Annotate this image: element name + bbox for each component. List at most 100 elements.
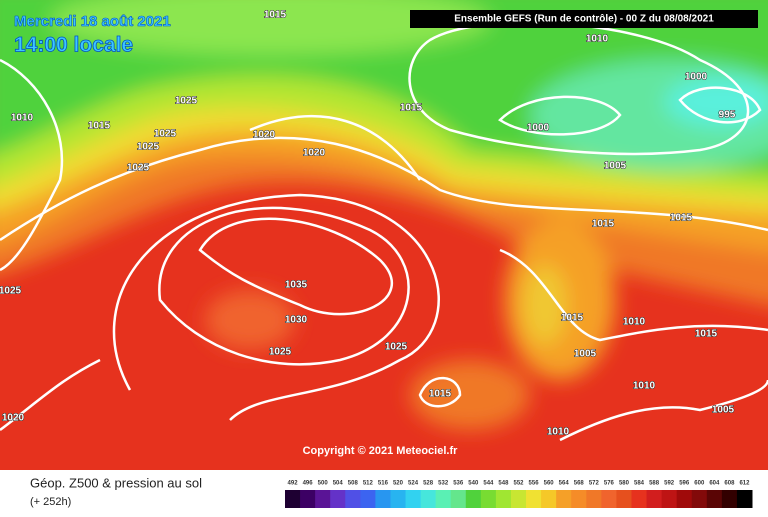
isobar-label: 1020 [253,130,276,141]
isobar-label: 1005 [712,405,735,416]
legend-value: 540 [468,481,479,487]
legend-value: 528 [423,481,434,487]
legend-swatch [541,490,557,508]
legend-swatch [435,490,452,508]
legend-swatch [330,490,346,508]
legend-swatch [736,490,753,508]
legend: 492 496 500 504 508 512 516 520 524 528 532 536 540 5… [285,481,753,508]
legend-value: 584 [634,481,645,487]
legend-value: 568 [574,481,585,487]
isobar-label: 1020 [303,148,326,159]
legend-swatch [345,490,361,508]
legend-swatch [420,490,437,508]
isobar-label: 1010 [547,427,570,438]
legend-swatch [405,490,422,508]
isobar-label: 1015 [670,213,693,224]
legend-value: 536 [453,481,464,487]
legend-swatch [465,490,482,508]
legend-value: 496 [303,481,314,487]
legend-swatch [300,490,316,508]
legend-swatch [390,490,407,508]
isobar-label: 1025 [154,129,177,140]
legend-value: 612 [739,481,750,487]
legend-value: 520 [393,481,404,487]
footer-title: Géop. Z500 & pression au sol [30,475,202,490]
isobar-label: 1015 [429,389,452,400]
footer-lead: (+ 252h) [30,496,71,508]
isobar-label: 1010 [623,317,646,328]
run-box [410,10,758,28]
legend-swatch [495,490,512,508]
isobar-labels: 1015 1010 1000 995 1000 1025 1015 1010 1025 1025 1… [0,9,736,438]
copyright: Copyright © 2021 Meteociel.fr [303,445,459,457]
isobar-label: 1010 [586,34,609,45]
isobar-label: 1015 [88,121,111,132]
isobar-label: 1015 [695,329,718,340]
isobar-label: 1025 [0,286,22,297]
legend-value: 544 [483,481,494,487]
isobar-label: 995 [719,110,736,121]
legend-swatch [646,490,663,508]
legend-swatch [450,490,467,508]
legend-value: 604 [709,481,720,487]
legend-swatch [661,490,678,508]
legend-value: 500 [318,481,329,487]
legend-swatch [631,490,648,508]
legend-swatch [571,490,587,508]
legend-value: 600 [694,481,705,487]
legend-value: 532 [438,481,449,487]
legend-value: 608 [724,481,735,487]
isobar-label: 1010 [633,381,656,392]
legend-value: 588 [649,481,660,487]
legend-swatch [285,490,301,508]
legend-value: 504 [333,481,344,487]
legend-swatch [360,490,376,508]
legend-value: 548 [498,481,509,487]
legend-value: 596 [679,481,690,487]
legend-value: 516 [378,481,389,487]
isobar-label: 1010 [11,113,34,124]
legend-value: 564 [559,481,570,487]
isobar-label: 1025 [175,96,198,107]
isobar-label: 1030 [285,315,308,326]
isobar-label: 1025 [269,347,292,358]
isobar-label: 1005 [574,349,597,360]
legend-swatch [510,490,527,508]
isobar-label: 1015 [400,103,423,114]
isobar-label: 1015 [592,219,615,230]
isobar-label: 1035 [285,280,308,291]
legend-value: 580 [619,481,630,487]
legend-value: 576 [604,481,615,487]
isobar-label: 1025 [137,142,160,153]
legend-value: 556 [529,481,540,487]
legend-swatch [676,490,693,508]
legend-swatch [315,490,331,508]
legend-swatch [556,490,572,508]
legend-swatch [721,490,738,508]
legend-value: 492 [288,481,299,487]
isobar-label: 1025 [385,342,408,353]
map: 1015 1010 1000 995 1000 1025 1015 1010 1025 1025 1… [0,0,768,470]
isobar-label: 1015 [264,10,287,21]
legend-value: 512 [363,481,374,487]
isobar-label: 1020 [2,413,25,424]
isobar-label: 1000 [527,123,550,134]
legend-swatch [706,490,723,508]
legend-value: 560 [544,481,555,487]
legend-swatch [691,490,708,508]
legend-value: 524 [408,481,419,487]
legend-value: 572 [589,481,600,487]
isobar-label: 1015 [561,313,584,324]
isobar-label: 1005 [604,161,627,172]
legend-swatch [601,490,617,508]
isobar-label: 1025 [127,163,150,174]
legend-swatch [616,490,632,508]
legend-swatch [375,490,391,508]
isobar-label: 1000 [685,72,708,83]
legend-value: 508 [348,481,359,487]
legend-value: 592 [664,481,675,487]
legend-swatch [526,490,542,508]
legend-swatch [480,490,497,508]
legend-value: 552 [513,481,524,487]
